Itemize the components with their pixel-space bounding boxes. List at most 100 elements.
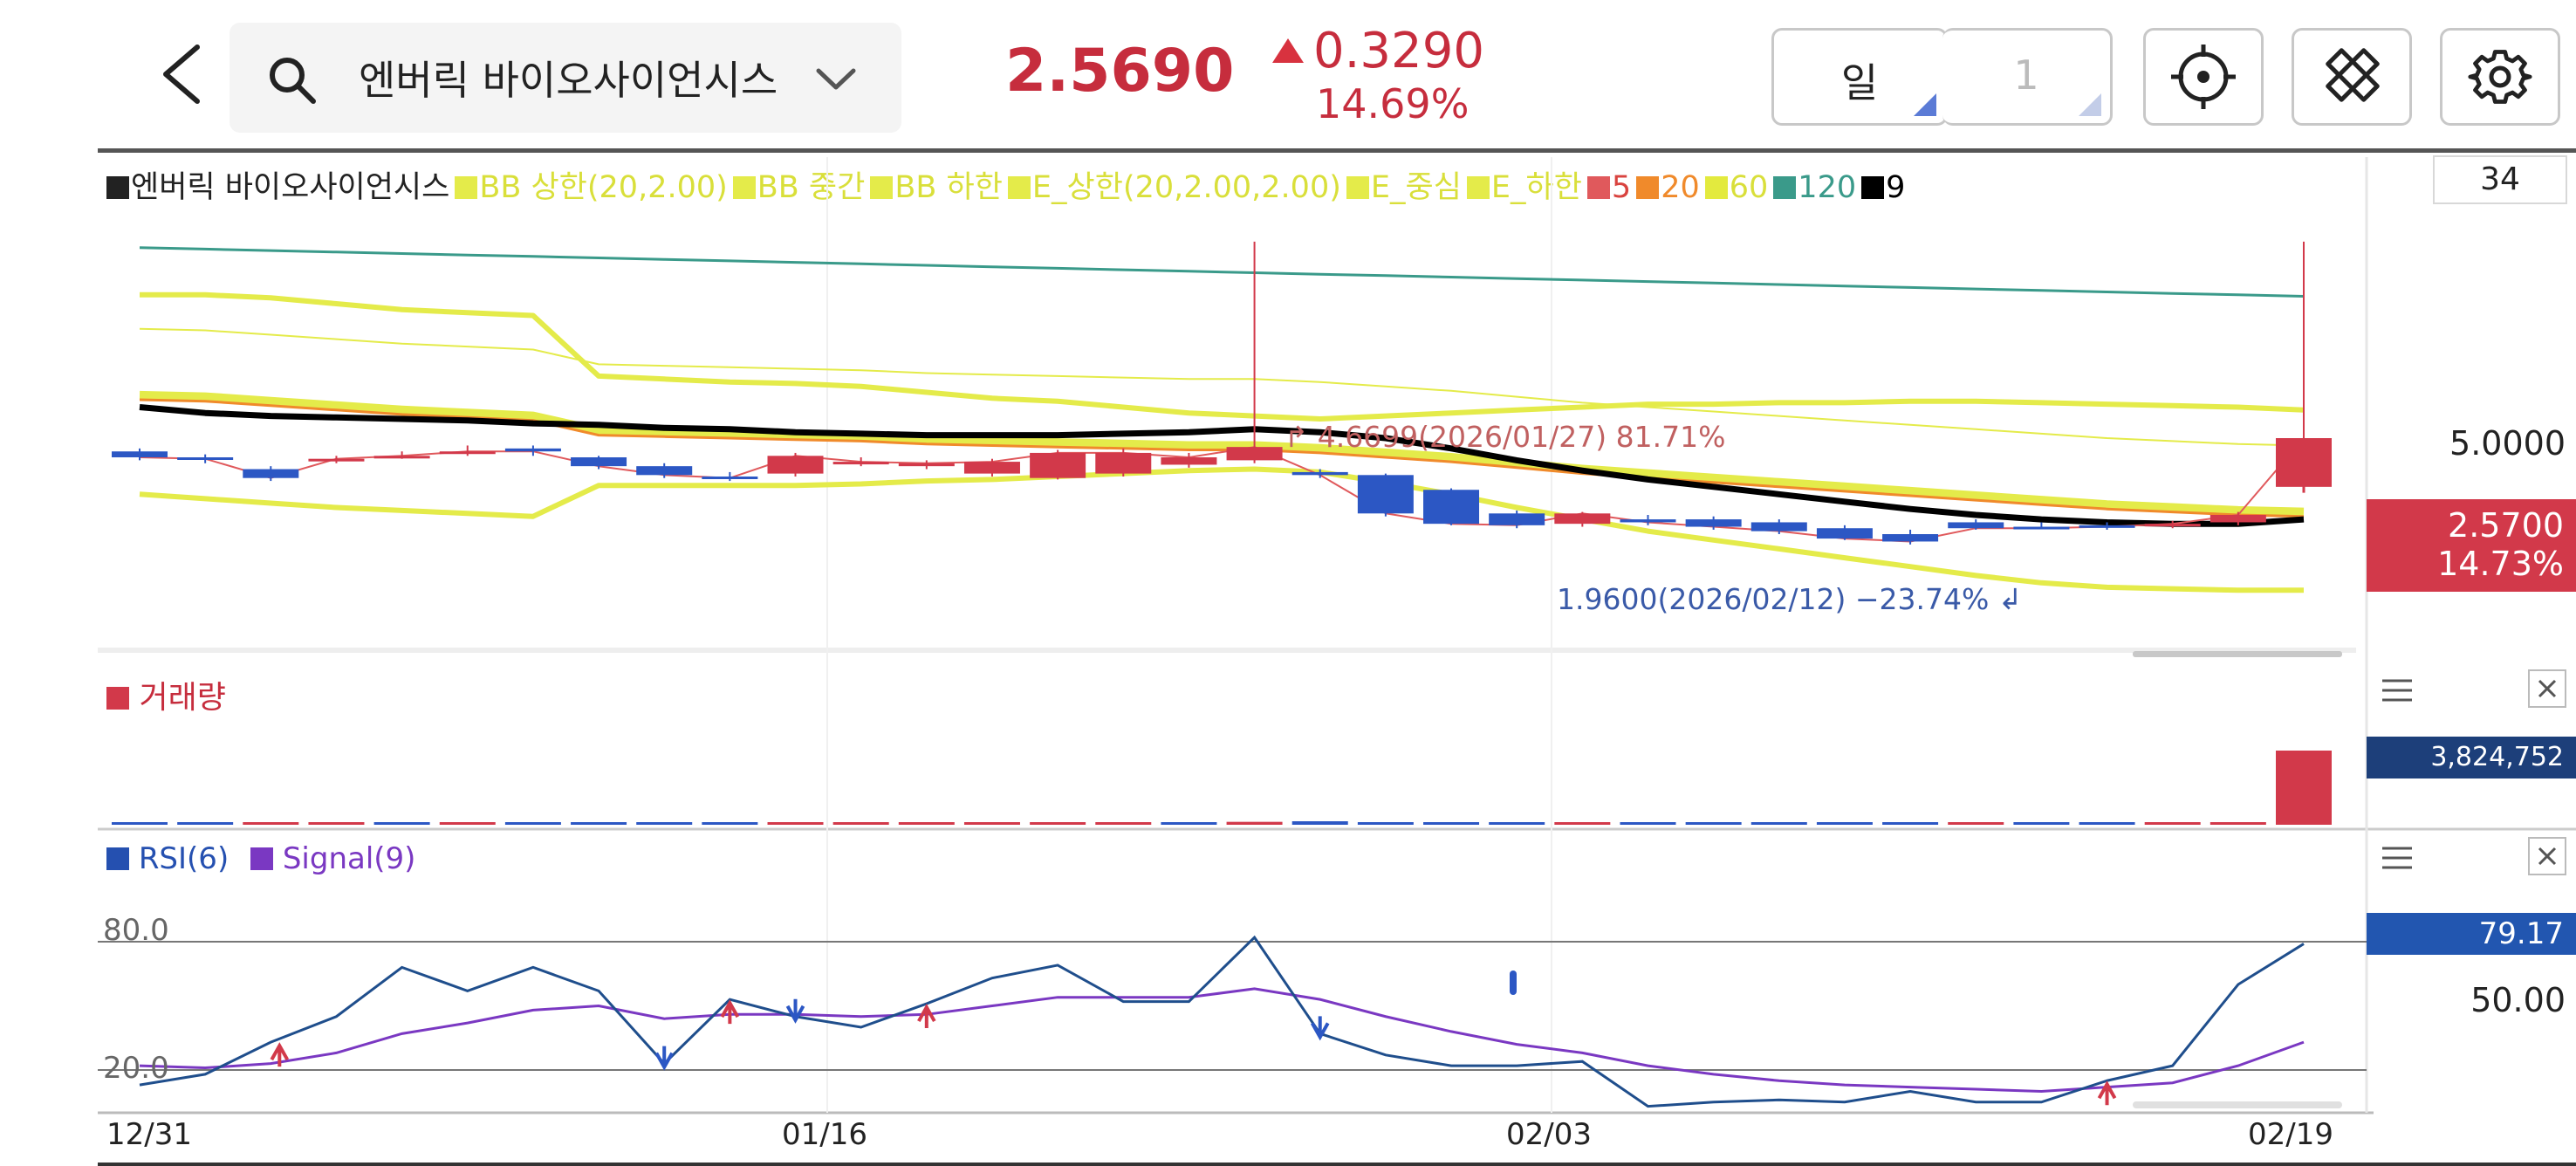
volume-bar bbox=[112, 822, 168, 825]
ma120-line bbox=[139, 246, 2305, 298]
candle-body bbox=[177, 457, 234, 460]
legend-swatch bbox=[1704, 176, 1728, 199]
candle-body bbox=[2144, 524, 2201, 527]
volume-bar bbox=[1357, 822, 1414, 825]
drawing-tools-button[interactable] bbox=[2292, 28, 2412, 126]
panel-menu-icon[interactable] bbox=[2377, 838, 2417, 878]
volume-bar bbox=[504, 822, 561, 825]
legend-swatch bbox=[1861, 176, 1885, 199]
volume-bar bbox=[767, 822, 824, 825]
candle-body bbox=[2079, 525, 2135, 528]
rsi-scrollbar bbox=[2133, 1101, 2342, 1108]
volume-bar bbox=[1095, 822, 1152, 825]
buy-signal-arrow bbox=[270, 1042, 290, 1067]
period-count-button[interactable]: 1 bbox=[1942, 28, 2113, 126]
legend-label: BB 상한(20,2.00) bbox=[479, 170, 728, 205]
header-divider bbox=[98, 148, 2576, 153]
rsi-axis-label: 50.00 bbox=[2470, 981, 2566, 1019]
legend-item: BB 중간 bbox=[732, 170, 865, 205]
crosshair-button[interactable] bbox=[2143, 28, 2264, 126]
candle-body bbox=[1882, 534, 1939, 542]
high-annotation: ↱ 4.6699(2026/01/27) 81.71% bbox=[1285, 420, 1726, 454]
visible-count: 34 bbox=[2480, 161, 2520, 197]
candle-body bbox=[1554, 513, 1611, 525]
candle-body bbox=[963, 462, 1020, 474]
volume-bar bbox=[1882, 822, 1939, 825]
legend-item: 20 bbox=[1636, 170, 1700, 205]
current-price-tag: 2.5700 14.73% bbox=[2367, 499, 2576, 592]
candle-body bbox=[439, 451, 496, 455]
buy-signal-arrow bbox=[2097, 1080, 2117, 1106]
back-arrow-icon bbox=[163, 45, 200, 104]
legend-item: E_하한 bbox=[1466, 170, 1582, 205]
crosshair-icon bbox=[2171, 45, 2236, 109]
low-annotation: 1.9600(2026/02/12) −23.74% ↲ bbox=[1557, 582, 2023, 616]
candle-body bbox=[1226, 447, 1283, 461]
sell-signal-arrow bbox=[654, 1046, 674, 1071]
candle-body bbox=[243, 469, 299, 478]
settings-button[interactable] bbox=[2440, 28, 2560, 126]
legend-swatch bbox=[732, 176, 756, 199]
back-button[interactable] bbox=[148, 35, 218, 113]
ma5-line bbox=[139, 437, 2305, 543]
candle-body bbox=[1423, 490, 1480, 525]
x-tick-label: 02/19 bbox=[2248, 1117, 2333, 1152]
signal-line bbox=[139, 987, 2305, 1094]
close-panel-icon[interactable] bbox=[2527, 836, 2567, 876]
horizontal-scrollbar bbox=[2133, 651, 2342, 657]
rsi-tag-value: 79.17 bbox=[2478, 916, 2564, 951]
sell-signal-arrow bbox=[785, 998, 805, 1024]
candle-body bbox=[1750, 522, 1807, 532]
period-type-label: 일 bbox=[1840, 59, 1879, 106]
volume-bar bbox=[1685, 822, 1742, 825]
period-type-button[interactable]: 일 bbox=[1771, 28, 1948, 126]
signal-swatch bbox=[250, 847, 274, 870]
volume-swatch bbox=[106, 687, 129, 710]
search-icon bbox=[270, 58, 316, 104]
candle-body bbox=[832, 462, 889, 465]
volume-bar bbox=[373, 822, 430, 825]
candle-body bbox=[767, 456, 824, 474]
buy-signal-arrow bbox=[917, 1003, 936, 1029]
rsi-legend-label: RSI(6) bbox=[138, 841, 230, 876]
candle-body bbox=[1948, 522, 2004, 529]
change-amount: 0.3290 bbox=[1313, 23, 1484, 79]
legend-item: E_상한(20,2.00,2.00) bbox=[1007, 170, 1341, 205]
candle-body bbox=[308, 458, 365, 462]
close-panel-icon[interactable] bbox=[2527, 669, 2567, 709]
legend-item: BB 하한 bbox=[870, 170, 1003, 205]
volume-bar bbox=[963, 822, 1020, 825]
legend-swatch bbox=[1007, 176, 1031, 199]
stock-search-box[interactable]: 엔버릭 바이오사이언시스 bbox=[230, 23, 901, 133]
dropdown-corner-icon bbox=[1914, 93, 1936, 116]
candle-body bbox=[1816, 528, 1873, 539]
volume-bar bbox=[2013, 822, 2070, 825]
price-legend: 엔버릭 바이오사이언시스 BB 상한(20,2.00) BB 중간 BB 하한 E_상한… bbox=[106, 162, 1910, 206]
sell-signal-arrow bbox=[1310, 1016, 1330, 1041]
candle-body bbox=[702, 477, 758, 479]
chevron-down-icon bbox=[816, 68, 856, 90]
volume-tag: 3,824,752 bbox=[2367, 737, 2576, 778]
bb-upper-line bbox=[140, 292, 2305, 422]
volume-bar bbox=[1291, 820, 1348, 825]
legend-label: 20 bbox=[1661, 170, 1700, 205]
legend-item: 120 bbox=[1773, 170, 1856, 205]
visible-count-box: 34 bbox=[2433, 155, 2567, 204]
legend-label: 5 bbox=[1611, 170, 1632, 205]
legend-label: E_하한 bbox=[1490, 170, 1582, 205]
current-price-tag-percent: 14.73% bbox=[2437, 545, 2564, 583]
volume-bar bbox=[702, 822, 758, 825]
candle-body bbox=[636, 466, 693, 476]
legend-label: E_중심 bbox=[1370, 170, 1462, 205]
candle-body bbox=[898, 463, 955, 467]
volume-bar bbox=[2144, 822, 2201, 825]
legend-label: BB 하한 bbox=[894, 170, 1003, 205]
legend-swatch bbox=[1346, 176, 1369, 199]
signal-legend-label: Signal(9) bbox=[282, 841, 416, 876]
volume-bar bbox=[439, 822, 496, 825]
x-tick-label: 01/16 bbox=[782, 1117, 867, 1152]
volume-bar bbox=[1423, 822, 1480, 825]
panel-menu-icon[interactable] bbox=[2377, 670, 2417, 710]
candle-body bbox=[1357, 475, 1414, 514]
